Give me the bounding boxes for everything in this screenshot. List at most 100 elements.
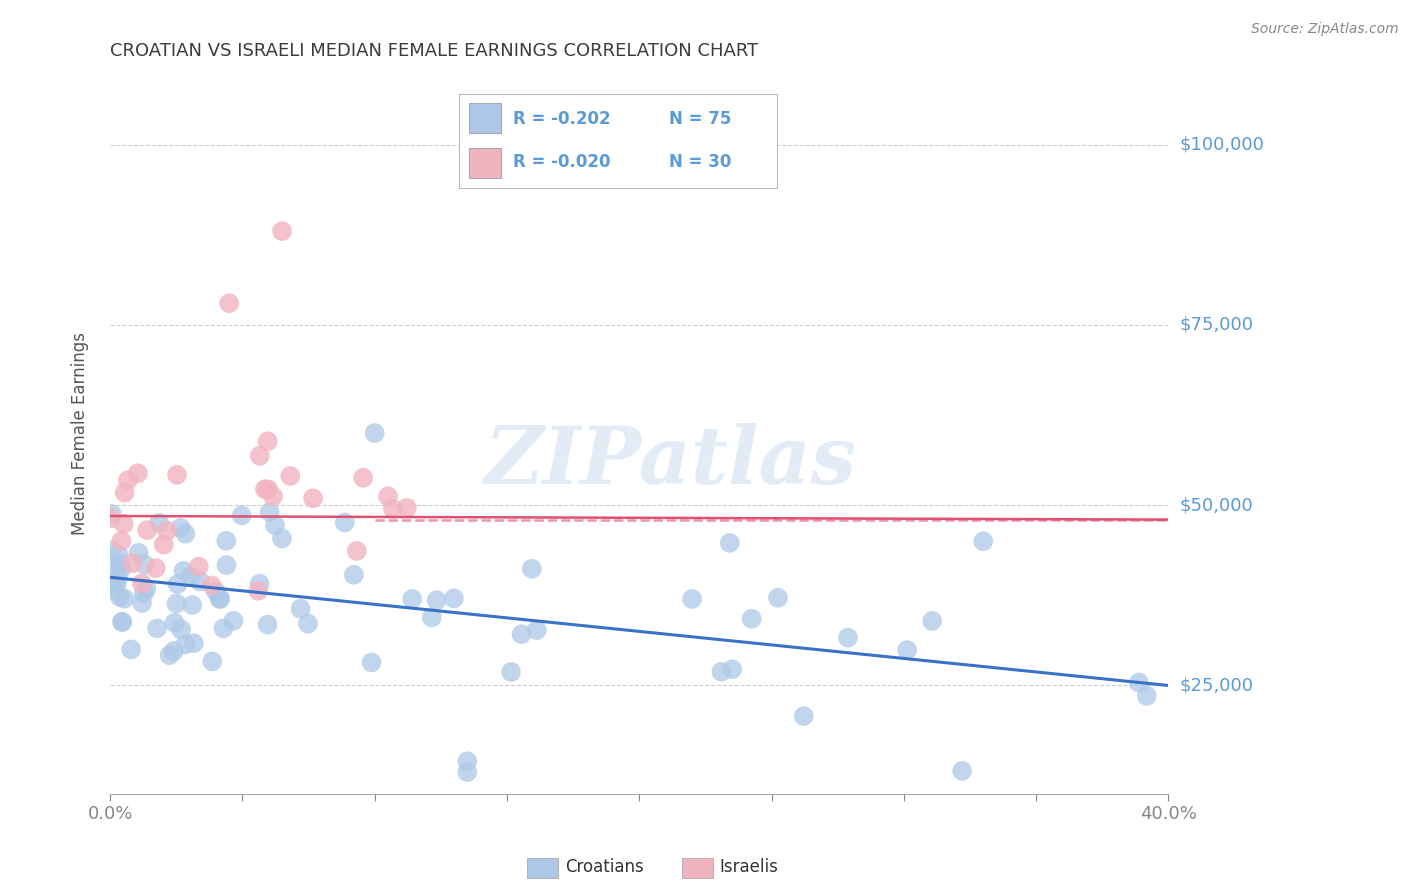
Point xyxy=(146,621,169,635)
Point xyxy=(114,485,136,500)
Point xyxy=(395,500,418,515)
Point xyxy=(110,562,132,576)
Text: Israelis: Israelis xyxy=(720,858,779,876)
Point xyxy=(204,584,226,599)
Point xyxy=(152,538,174,552)
Point xyxy=(105,558,128,572)
Point xyxy=(105,577,128,591)
Point xyxy=(377,489,399,503)
Point xyxy=(253,482,276,496)
Text: CROATIAN VS ISRAELI MEDIAN FEMALE EARNINGS CORRELATION CHART: CROATIAN VS ISRAELI MEDIAN FEMALE EARNIN… xyxy=(110,42,758,60)
Point xyxy=(169,521,191,535)
Point xyxy=(718,536,741,550)
Point xyxy=(297,616,319,631)
Point xyxy=(247,583,270,598)
Point xyxy=(183,636,205,650)
Point xyxy=(100,543,122,558)
Point xyxy=(264,518,287,533)
Point xyxy=(278,469,301,483)
Point xyxy=(101,507,124,521)
Point xyxy=(107,570,129,584)
Point xyxy=(187,559,209,574)
Point xyxy=(166,467,188,482)
Point xyxy=(208,592,231,607)
Point xyxy=(501,665,523,679)
Point xyxy=(343,567,366,582)
Point xyxy=(181,598,204,612)
Point xyxy=(333,516,356,530)
Point xyxy=(188,574,211,589)
Point xyxy=(172,564,194,578)
Point xyxy=(131,596,153,610)
Point xyxy=(135,582,157,596)
Point xyxy=(134,558,156,572)
Point xyxy=(222,614,245,628)
Point xyxy=(112,516,135,531)
Point xyxy=(215,558,238,573)
Point xyxy=(249,449,271,463)
Point xyxy=(128,546,150,560)
Point xyxy=(218,296,240,310)
Point xyxy=(136,523,159,537)
Point xyxy=(256,434,278,449)
Text: $25,000: $25,000 xyxy=(1180,676,1254,695)
Point xyxy=(107,547,129,561)
Point xyxy=(201,578,224,592)
Text: Source: ZipAtlas.com: Source: ZipAtlas.com xyxy=(1251,22,1399,37)
Point xyxy=(262,489,284,503)
Point xyxy=(443,591,465,606)
Point xyxy=(103,582,125,597)
Point xyxy=(159,648,181,662)
Point xyxy=(950,764,973,778)
Point xyxy=(426,593,449,607)
Point xyxy=(681,591,703,606)
Point xyxy=(201,654,224,668)
Text: ZIPatlas: ZIPatlas xyxy=(485,423,858,500)
Y-axis label: Median Female Earnings: Median Female Earnings xyxy=(72,332,89,534)
Point xyxy=(793,709,815,723)
Point xyxy=(896,643,918,657)
Point xyxy=(174,526,197,541)
Point xyxy=(290,601,312,615)
Point xyxy=(170,623,193,637)
Point xyxy=(420,610,443,624)
Point xyxy=(972,534,994,549)
Text: $75,000: $75,000 xyxy=(1180,316,1254,334)
Point xyxy=(208,591,231,606)
Point xyxy=(127,466,149,480)
Point xyxy=(215,533,238,548)
Point xyxy=(249,576,271,591)
Point xyxy=(526,623,548,637)
Point xyxy=(456,765,478,780)
Point xyxy=(257,483,280,497)
Point xyxy=(148,516,170,530)
Point xyxy=(360,656,382,670)
Point xyxy=(401,591,423,606)
Point xyxy=(100,511,122,525)
Text: $100,000: $100,000 xyxy=(1180,136,1264,153)
Point xyxy=(231,508,253,523)
Point xyxy=(766,591,789,605)
Point xyxy=(145,561,167,575)
Point xyxy=(165,597,187,611)
Point xyxy=(921,614,943,628)
Point xyxy=(110,558,132,572)
Point xyxy=(259,505,281,519)
Point xyxy=(212,621,235,635)
Point xyxy=(302,491,325,506)
Point xyxy=(346,544,368,558)
Point xyxy=(363,425,385,440)
Point xyxy=(837,631,859,645)
Point xyxy=(741,612,763,626)
Point xyxy=(710,665,733,679)
Point xyxy=(111,615,134,629)
Point xyxy=(121,556,143,570)
Point xyxy=(163,615,186,630)
Point xyxy=(271,224,294,238)
Point xyxy=(1136,689,1159,703)
Point xyxy=(721,662,744,676)
Point xyxy=(520,562,543,576)
Point xyxy=(510,627,533,641)
Point xyxy=(108,590,131,604)
Text: $50,000: $50,000 xyxy=(1180,496,1253,514)
